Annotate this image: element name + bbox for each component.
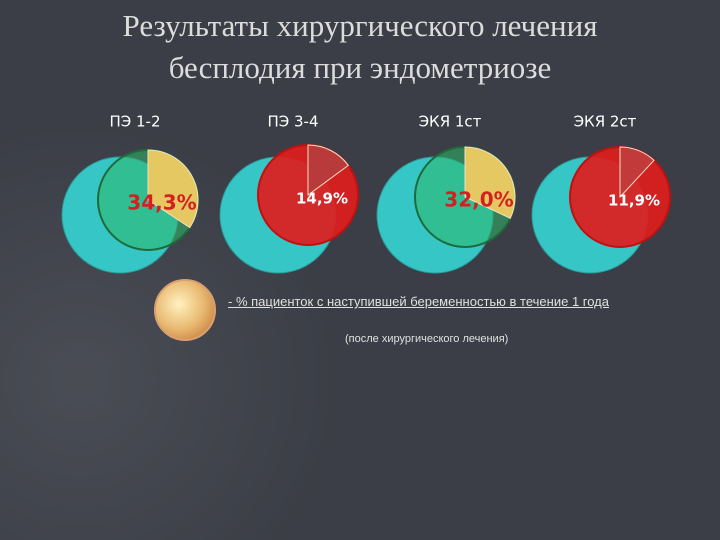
chart-title: ПЭ 1-2	[109, 113, 160, 131]
pie-wedge	[147, 149, 199, 229]
slide-title: Результаты хирургического лечения	[122, 8, 598, 43]
pie-wedge	[464, 146, 516, 219]
chart-title: ПЭ 3-4	[267, 113, 318, 131]
legend-icon	[154, 279, 216, 341]
value-label: 34,3%	[127, 191, 196, 215]
pie-wedge	[619, 146, 655, 199]
value-label: 11,9%	[608, 192, 660, 210]
chart-title: ЭКЯ 2ст	[574, 113, 637, 131]
slide-title: бесплодия при эндометриозе	[168, 50, 552, 85]
pie-wedge	[307, 144, 349, 196]
legend-note: (после хирургического лечения)	[345, 333, 509, 345]
value-label: 14,9%	[296, 190, 348, 208]
value-label: 32,0%	[444, 188, 513, 212]
chart-title: ЭКЯ 1ст	[419, 113, 482, 131]
legend-text: - % пациенток с наступившей беременность…	[228, 294, 609, 309]
